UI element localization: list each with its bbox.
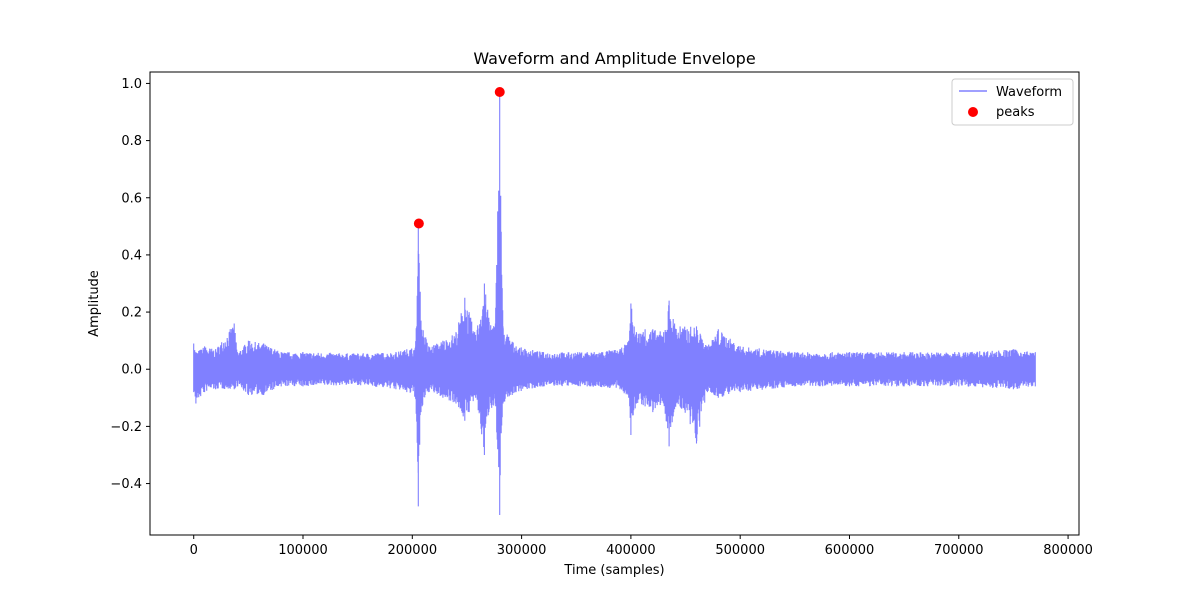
peak-marker: [494, 87, 505, 98]
y-tick-label: 0.0: [121, 363, 142, 378]
y-tick-label: −0.4: [110, 477, 142, 492]
waveform-series-line: [193, 92, 1036, 515]
waveform-layer: [193, 92, 1036, 515]
x-axis-ticks: 0 100000 200000 300000 400000 500000 600000 700…: [190, 535, 1093, 558]
y-tick-label: 0.2: [121, 306, 142, 321]
legend-peaks-label: peaks: [996, 105, 1035, 120]
x-tick-label: 400000: [606, 543, 656, 558]
x-tick-label: 0: [190, 543, 198, 558]
axes-frame: [149, 71, 1080, 536]
legend-peaks-swatch: [968, 107, 978, 117]
x-tick-label: 700000: [934, 543, 984, 558]
y-tick-label: 0.4: [121, 248, 142, 263]
x-tick-label: 200000: [387, 543, 437, 558]
x-tick-label: 500000: [715, 543, 765, 558]
x-tick-label: 300000: [497, 543, 547, 558]
legend-waveform-label: Waveform: [996, 85, 1062, 100]
plot-area: [193, 87, 1036, 515]
y-tick-label: 1.0: [121, 77, 142, 92]
chart-title: Waveform and Amplitude Envelope: [473, 49, 755, 68]
peaks-layer: [413, 87, 505, 229]
y-axis-label: Amplitude: [87, 270, 102, 337]
y-tick-label: 0.8: [121, 134, 142, 149]
x-tick-label: 800000: [1043, 543, 1093, 558]
y-axis-ticks: −0.4 −0.2 0.0 0.2 0.4 0.6 0.8 1.0: [110, 77, 150, 492]
x-axis-label: Time (samples): [563, 563, 664, 578]
y-tick-label: 0.6: [121, 191, 142, 206]
y-tick-label: −0.2: [110, 420, 142, 435]
x-tick-label: 100000: [278, 543, 328, 558]
legend: Waveform peaks: [951, 78, 1074, 126]
peak-marker: [413, 218, 424, 229]
x-tick-label: 600000: [825, 543, 875, 558]
